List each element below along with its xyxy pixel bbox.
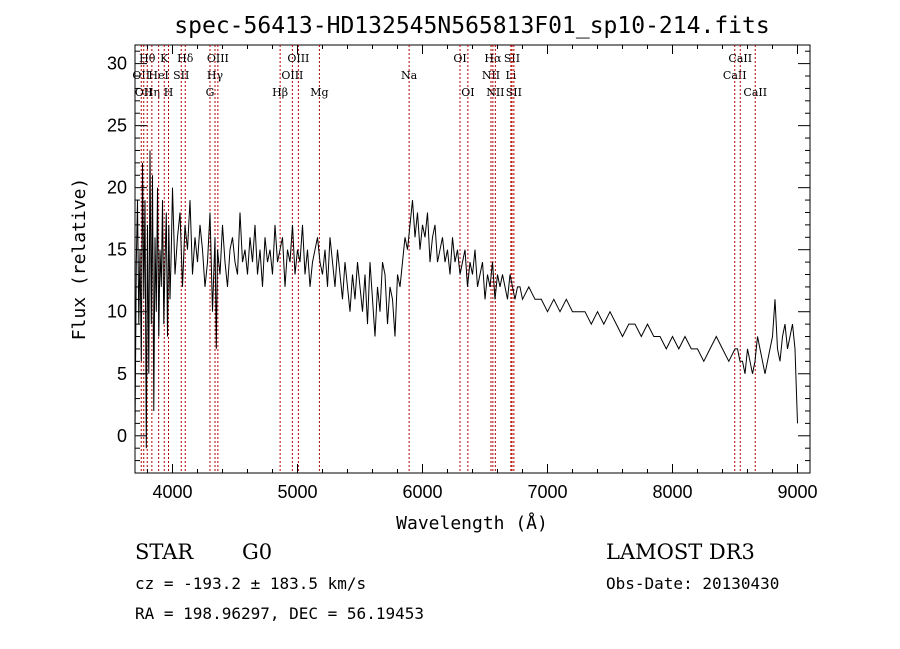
line-label: CaII bbox=[728, 52, 752, 65]
x-axis-label: Wavelength (Å) bbox=[396, 512, 548, 534]
redshift-velocity: cz = -193.2 ± 183.5 km/s bbox=[135, 574, 367, 593]
line-label: SII bbox=[504, 52, 520, 65]
line-label: Hβ bbox=[272, 86, 288, 99]
spectrum-line bbox=[134, 150, 798, 449]
line-label: H bbox=[164, 86, 174, 99]
line-label: OIII bbox=[287, 52, 309, 65]
x-axis: 4000 5000 6000 7000 8000 9000 bbox=[147, 45, 818, 502]
y-tick-label: 10 bbox=[107, 302, 127, 322]
spectral-line-markers: OII OII Hθ Hη HeI K H SII Hδ G Hγ OIII Hβ OIII OIII Mg N… bbox=[132, 45, 767, 473]
coordinates: RA = 198.96297, DEC = 56.19453 bbox=[135, 604, 424, 623]
line-label: SII bbox=[173, 69, 189, 82]
y-axis: 0 5 10 15 20 25 30 bbox=[107, 50, 810, 462]
line-label: G bbox=[206, 86, 215, 99]
chart-title: spec-56413-HD132545N565813F01_sp10-214.f… bbox=[174, 13, 769, 39]
line-label: OII bbox=[132, 69, 150, 82]
x-tick-label: 5000 bbox=[277, 482, 317, 502]
x-tick-label: 6000 bbox=[402, 482, 442, 502]
line-label: K bbox=[160, 52, 169, 65]
line-label: CaII bbox=[723, 69, 747, 82]
line-label: OI bbox=[453, 52, 466, 65]
line-label: OII bbox=[135, 86, 153, 99]
x-tick-label: 4000 bbox=[152, 482, 192, 502]
object-class: STAR bbox=[135, 540, 194, 564]
line-label: Li bbox=[505, 69, 516, 82]
y-axis-label: Flux (relative) bbox=[69, 178, 90, 341]
y-tick-label: 15 bbox=[107, 240, 127, 260]
line-label: Na bbox=[401, 69, 418, 82]
survey-name: LAMOST DR3 bbox=[606, 540, 755, 564]
observation-date: Obs-Date: 20130430 bbox=[606, 574, 780, 593]
y-tick-label: 20 bbox=[107, 178, 127, 198]
line-label: Hγ bbox=[207, 69, 224, 82]
y-tick-label: 30 bbox=[107, 54, 127, 74]
y-tick-label: 25 bbox=[107, 116, 127, 136]
plot-frame bbox=[134, 44, 811, 474]
line-label: HeI bbox=[148, 69, 168, 82]
line-label: Hα bbox=[484, 52, 502, 65]
x-tick-label: 9000 bbox=[777, 482, 817, 502]
line-label: Hθ bbox=[139, 52, 156, 65]
line-label: NII bbox=[482, 69, 500, 82]
line-label: Mg bbox=[310, 86, 328, 99]
line-label: Hη bbox=[144, 86, 160, 99]
line-label: OIII bbox=[281, 69, 303, 82]
y-tick-label: 0 bbox=[117, 426, 127, 446]
line-label: SII bbox=[506, 86, 522, 99]
x-tick-label: 7000 bbox=[527, 482, 567, 502]
line-label: OI bbox=[461, 86, 474, 99]
line-label: CaII bbox=[743, 86, 767, 99]
line-label: OIII bbox=[207, 52, 229, 65]
y-tick-label: 5 bbox=[117, 364, 127, 384]
line-label: Hδ bbox=[177, 52, 194, 65]
line-label: NII bbox=[486, 86, 504, 99]
x-tick-label: 8000 bbox=[652, 482, 692, 502]
object-subclass: G0 bbox=[242, 540, 273, 564]
